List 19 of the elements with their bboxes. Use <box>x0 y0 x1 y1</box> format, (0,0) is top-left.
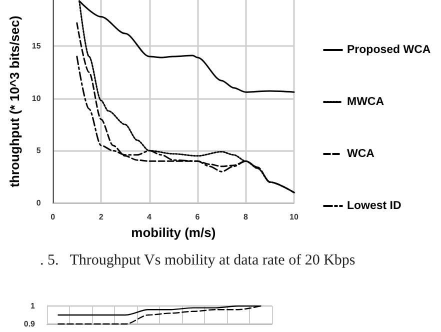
y-axis-title: throughput (* 10^3 bits/sec) <box>7 16 22 188</box>
y-tick-label: 1 <box>30 302 36 310</box>
y-tick-label: 15 <box>32 42 42 51</box>
legend-label: MWCA <box>347 96 384 108</box>
y-tick-label: 5 <box>36 146 42 156</box>
legend-label: Proposed WCA <box>347 44 431 56</box>
legend-label: WCA <box>347 148 374 160</box>
x-tick-label: 8 <box>244 212 249 222</box>
x-tick-label: 6 <box>195 212 200 222</box>
text: . 5. Throughput Vs mobility at data rate of 20 Kbps <box>40 252 356 268</box>
x-tick-label: 0 <box>50 212 56 222</box>
y-tick-label: 0 <box>36 198 42 208</box>
legend-label: Lowest ID <box>347 200 402 212</box>
x-axis-title: mobility (m/s) <box>131 224 216 240</box>
y-tick-label: 10 <box>32 94 42 103</box>
y-tick-label: 0.9 <box>24 320 36 328</box>
x-tick-label: 10 <box>290 212 299 222</box>
x-tick-label: 4 <box>147 212 152 222</box>
x-tick-label: 2 <box>98 212 104 222</box>
